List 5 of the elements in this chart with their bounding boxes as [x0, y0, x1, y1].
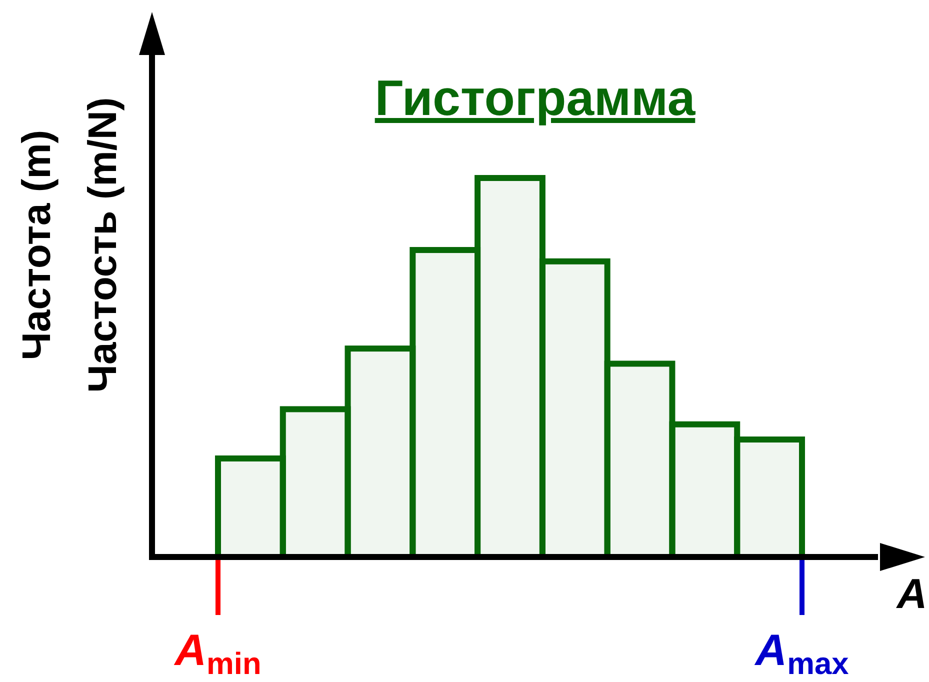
chart-title: Гистограмма	[374, 70, 696, 126]
text: A$_{min}$	[174, 626, 262, 682]
x-axis-title: A	[896, 570, 928, 617]
y-axis-title: Частота (m) Частость (m/N)	[15, 97, 125, 393]
text: A$_{max}$	[754, 626, 849, 682]
